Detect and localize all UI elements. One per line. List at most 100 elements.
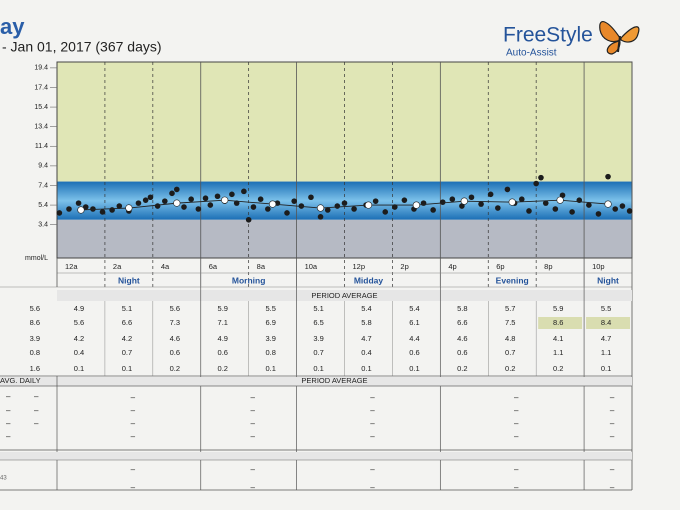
dash: – — [250, 483, 255, 492]
period-label: Midday — [354, 275, 384, 285]
dash: – — [610, 483, 615, 492]
table-cell: 0.2 — [170, 364, 180, 373]
table-cell: 5.8 — [457, 304, 467, 313]
table-cell: 5.5 — [265, 304, 275, 313]
lower-bar — [0, 452, 632, 460]
reading-point — [586, 202, 592, 208]
table-cell: 0.1 — [74, 364, 84, 373]
table-cell: 5.6 — [170, 304, 180, 313]
dash: – — [370, 432, 375, 441]
table-cell: 4.6 — [170, 334, 180, 343]
table-cell: 4.7 — [361, 334, 371, 343]
lower-left-label: AVG. DAILY — [0, 376, 41, 385]
median-point — [604, 200, 612, 208]
butterfly — [599, 21, 640, 55]
table-cell: 0.6 — [218, 348, 228, 357]
period-label: Evening — [496, 275, 529, 285]
table-header: PERIOD AVERAGE — [311, 291, 377, 300]
dash: – — [34, 392, 39, 401]
x-tick-label: 8p — [544, 262, 552, 271]
y-tick-label: 7.4 — [38, 182, 48, 189]
dash: – — [514, 483, 519, 492]
table-cell: 4.9 — [74, 304, 84, 313]
reading-point — [626, 208, 633, 214]
reading-point — [401, 197, 408, 203]
table-cell: 7.5 — [505, 318, 515, 327]
reading-point — [559, 192, 566, 199]
reading-point — [439, 199, 446, 205]
reading-point — [495, 205, 501, 211]
reading-point — [116, 203, 123, 209]
table-cell: 6.6 — [122, 318, 132, 327]
dash: – — [131, 393, 136, 402]
reading-point — [392, 204, 398, 210]
table-cell: 5.6 — [74, 318, 84, 327]
table-cell: 4.7 — [601, 334, 611, 343]
table-cell: 6.6 — [457, 318, 467, 327]
table-cell: 4.4 — [409, 334, 419, 343]
brand: FreeStyle — [503, 24, 593, 47]
table-cell: 0.6 — [409, 348, 419, 357]
avg-daily-value: 3.9 — [30, 334, 40, 343]
table-cell: 5.9 — [218, 304, 228, 313]
reading-point — [468, 194, 475, 201]
highlight-cell — [538, 317, 583, 329]
median-point — [221, 196, 229, 204]
median-point — [508, 198, 516, 206]
median-point — [125, 204, 133, 212]
table-cell: 4.2 — [74, 334, 84, 343]
reading-point — [324, 207, 331, 213]
period-label: Night — [118, 275, 140, 285]
table-cell: 5.1 — [313, 304, 323, 313]
reading-point — [202, 195, 209, 202]
reading-point — [241, 188, 247, 195]
dash: – — [514, 419, 519, 428]
dash: – — [514, 432, 519, 441]
table-cell: 7.3 — [170, 318, 180, 327]
table-cell: 1.1 — [553, 348, 563, 357]
x-tick-label: 10a — [305, 262, 318, 271]
reading-point — [181, 204, 187, 210]
reading-point — [542, 200, 549, 206]
table-cell: 0.1 — [313, 364, 323, 373]
dash: – — [250, 406, 255, 415]
reading-point — [526, 208, 532, 214]
median-point — [77, 206, 85, 214]
y-tick-label: 9.4 — [38, 163, 48, 170]
reading-point — [334, 203, 341, 209]
table-cell: 4.9 — [218, 334, 228, 343]
dash: – — [131, 483, 136, 492]
table-cell: 0.2 — [218, 364, 228, 373]
table-cell: 4.1 — [553, 334, 563, 343]
table-cell: 3.9 — [313, 334, 323, 343]
dash: – — [370, 465, 375, 474]
table-cell: 0.7 — [313, 348, 323, 357]
reading-point — [195, 206, 202, 212]
reading-point — [317, 214, 324, 220]
table-cell: 6.9 — [265, 318, 275, 327]
table-cell: 5.5 — [601, 304, 611, 313]
median-point — [269, 200, 277, 208]
dash: – — [514, 406, 519, 415]
table-cell: 0.2 — [457, 364, 467, 373]
dash: – — [250, 432, 255, 441]
footer-left: 43 — [0, 476, 7, 482]
y-tick-label: 11.4 — [35, 143, 48, 150]
table-cell: 5.1 — [122, 304, 132, 313]
y-tick-label: 19.4 — [34, 65, 48, 72]
y-tick-label: 3.4 — [38, 222, 48, 229]
y-axis-label: mmol/L — [25, 255, 48, 262]
highlight-cell — [586, 317, 630, 329]
reading-point — [538, 174, 544, 181]
dash: – — [370, 483, 375, 492]
y-tick-label: 15.4 — [34, 104, 48, 111]
median-line — [80, 199, 609, 211]
reading-point — [612, 206, 619, 212]
table-cell: 8.4 — [601, 318, 611, 327]
dash: – — [250, 465, 255, 474]
table-cell: 0.2 — [505, 364, 515, 373]
x-tick-label: 2p — [400, 262, 408, 271]
table-cell: 4.6 — [457, 334, 467, 343]
reading-point — [169, 190, 175, 197]
